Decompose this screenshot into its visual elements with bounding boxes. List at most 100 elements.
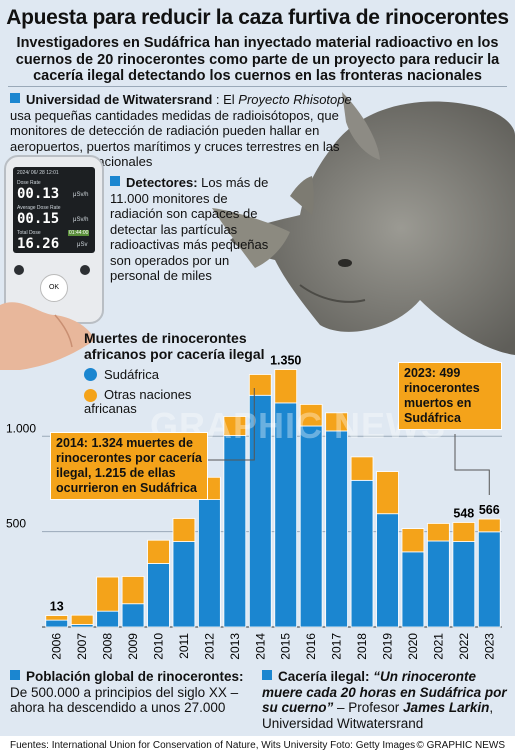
bar-data-label: 1.350 xyxy=(270,354,301,368)
rhino-eye xyxy=(338,259,352,267)
detector-screen: 2024/ 06/ 28 12:01 Dose Rate 00.13 μSv/h… xyxy=(13,167,95,253)
bar-other-nations xyxy=(96,576,119,612)
bullet-square-icon xyxy=(10,93,20,103)
info-population-lead: Población global de rinocerontes: xyxy=(26,669,244,684)
legend-dot-icon xyxy=(84,368,97,381)
bar-south-africa xyxy=(45,619,69,628)
bar-south-africa xyxy=(376,513,399,628)
bar-other-nations xyxy=(172,518,196,542)
callout-2014: 2014: 1.324 muertes de rinocerontes por … xyxy=(50,432,208,500)
info-poaching: Cacería ilegal: “Un rinoceronte muere ca… xyxy=(262,669,507,731)
header-divider xyxy=(8,86,507,87)
detector-button-right xyxy=(80,265,90,275)
x-tick-label: 2013 xyxy=(228,633,242,660)
x-tick-label: 2010 xyxy=(152,633,166,660)
bar-south-africa xyxy=(172,541,196,628)
bar-south-africa xyxy=(350,479,374,628)
x-tick-label: 2022 xyxy=(457,633,471,660)
bar-other-nations xyxy=(427,523,450,542)
radiation-detector-device: 2024/ 06/ 28 12:01 Dose Rate 00.13 μSv/h… xyxy=(4,155,104,324)
y-tick-label: 500 xyxy=(6,517,26,531)
y-tick-label: 1.000 xyxy=(6,421,36,435)
bar-south-africa xyxy=(452,541,476,628)
footer-sources: Fuentes: International Union for Conserv… xyxy=(10,740,416,751)
bar-data-label: 566 xyxy=(479,503,500,517)
project-name: Proyecto Rhisotope xyxy=(238,92,352,107)
info-detectors: Detectores: Los más de 11.000 monitores … xyxy=(110,175,269,283)
avg-dose-value: 00.15 xyxy=(17,211,60,227)
x-tick-label: 2018 xyxy=(355,633,369,660)
bar-south-africa xyxy=(96,610,119,628)
bar-south-africa xyxy=(147,563,170,628)
hand-illustration xyxy=(0,302,95,370)
bullet-square-icon xyxy=(262,670,272,680)
bar-other-nations xyxy=(223,416,247,436)
legend-other: Otras naciones africanas xyxy=(84,387,192,416)
x-tick-label: 2015 xyxy=(279,633,293,660)
info-detectors-lead: Detectores: xyxy=(126,175,198,190)
bullet-square-icon xyxy=(10,670,20,680)
bar-south-africa xyxy=(223,435,247,628)
x-tick-label: 2009 xyxy=(126,633,140,660)
rhino-horn-rear xyxy=(290,176,314,215)
x-tick-label: 2021 xyxy=(431,633,445,660)
bar-south-africa xyxy=(427,540,450,628)
bar-south-africa xyxy=(299,425,323,628)
x-tick-label: 2012 xyxy=(202,633,216,660)
bar-data-label: 13 xyxy=(50,600,64,614)
callout-2014-leader xyxy=(208,388,255,461)
chart-caption: Muertes de rinocerontes africanos por ca… xyxy=(84,330,265,362)
rhino-body xyxy=(230,101,515,355)
dose-rate-value: 00.13 xyxy=(17,186,60,202)
bullet-square-icon xyxy=(110,176,120,186)
bar-south-africa xyxy=(477,531,501,628)
bar-south-africa xyxy=(401,551,425,628)
bar-other-nations xyxy=(147,539,170,564)
callout-2023-leader xyxy=(454,434,490,495)
x-tick-label: 2020 xyxy=(406,633,420,660)
bar-other-nations xyxy=(350,456,374,481)
detector-button-left xyxy=(14,265,24,275)
detector-ok-button: OK xyxy=(40,274,68,302)
total-dose-value: 16.26 xyxy=(17,236,60,252)
info-poaching-lead: Cacería ilegal: xyxy=(278,669,370,684)
detector-date: 2024/ 06/ 28 12:01 xyxy=(17,170,59,176)
legend-south-africa: Sudáfrica xyxy=(84,368,159,382)
x-tick-label: 2008 xyxy=(101,633,115,660)
info-university-lead: Universidad de Witwatersrand xyxy=(26,92,213,107)
x-tick-label: 2017 xyxy=(330,633,344,660)
callout-2023: 2023: 499 rinocerontes muertos en Sudáfr… xyxy=(398,362,502,430)
quote-author: James Larkin xyxy=(403,700,490,715)
rhino-ear xyxy=(342,92,380,160)
bar-other-nations xyxy=(121,576,145,605)
bar-south-africa xyxy=(325,430,348,628)
bar-other-nations xyxy=(325,412,348,432)
bar-other-nations xyxy=(452,522,476,542)
page-title: Apuesta para reducir la caza furtiva de … xyxy=(6,6,509,29)
rhino-horn-front xyxy=(212,208,290,268)
footer-brand: © GRAPHIC NEWS xyxy=(416,740,506,751)
x-tick-label: 2016 xyxy=(304,633,318,660)
bar-other-nations xyxy=(401,528,425,553)
legend-dot-icon xyxy=(84,389,97,402)
bar-other-nations xyxy=(274,369,298,404)
bar-other-nations xyxy=(45,615,69,621)
bar-other-nations xyxy=(248,374,272,396)
bar-other-nations xyxy=(299,404,323,427)
x-tick-label: 2007 xyxy=(75,633,89,660)
rhino-illustration xyxy=(212,92,515,355)
bar-south-africa xyxy=(198,499,221,628)
footer: Fuentes: International Union for Conserv… xyxy=(0,736,515,756)
x-tick-label: 2019 xyxy=(381,633,395,660)
x-tick-label: 2011 xyxy=(177,633,191,659)
page-subtitle: Investigadores en Sudáfrica han inyectad… xyxy=(15,35,500,84)
bar-other-nations xyxy=(477,518,501,533)
x-tick-label: 2014 xyxy=(253,633,267,660)
detector-timer: 01:44:00 xyxy=(68,230,90,236)
x-tick-label: 2006 xyxy=(50,633,64,660)
bar-south-africa xyxy=(121,603,145,628)
poaching-quote: “Un rinoceronte muere cada 20 horas en S… xyxy=(262,669,507,715)
bar-data-label: 548 xyxy=(453,506,474,520)
bar-other-nations xyxy=(376,471,399,515)
poaching-bar-chart: 500 1.000 13 2006 2007 2008 2009 2010 2011 2012 20… xyxy=(6,354,502,660)
